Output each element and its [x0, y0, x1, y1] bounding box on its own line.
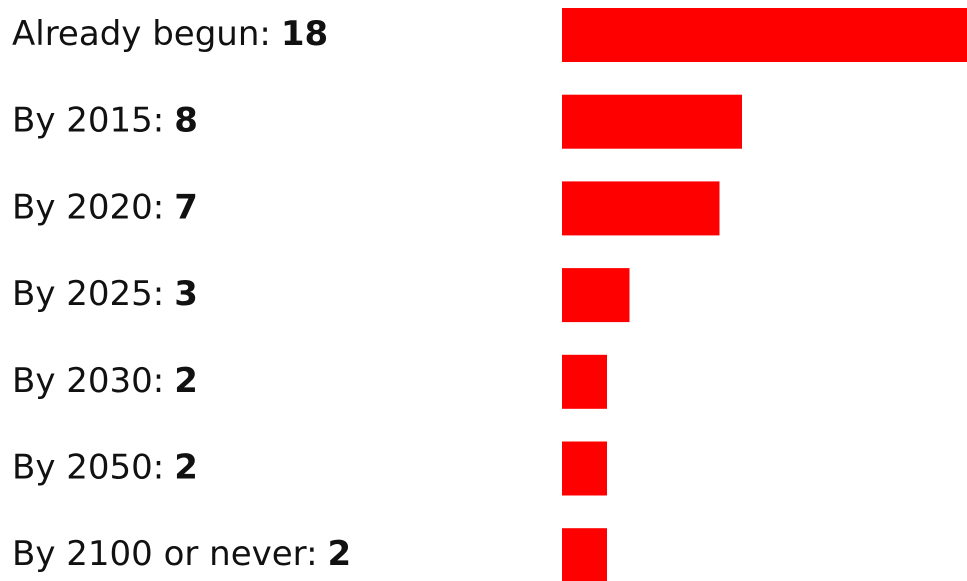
category-label: By 2030:: [12, 360, 164, 400]
bar: [562, 354, 607, 409]
row-label: By 2030: 2: [12, 360, 198, 400]
category-label: By 2050:: [12, 447, 164, 487]
value-label: 7: [174, 187, 198, 227]
value-label: 3: [174, 274, 198, 314]
bar: [562, 268, 630, 323]
value-label: 2: [328, 534, 352, 574]
category-label: By 2100 or never:: [12, 534, 318, 574]
row-label: By 2050: 2: [12, 447, 198, 487]
row-label: By 2020: 7: [12, 187, 198, 227]
value-label: 8: [174, 100, 198, 140]
row-label: By 2025: 3: [12, 274, 198, 314]
category-label: By 2025:: [12, 274, 164, 314]
value-label: 2: [174, 360, 198, 400]
category-label: Already begun:: [12, 14, 271, 54]
value-label: 18: [281, 14, 328, 54]
row-label: Already begun: 18: [12, 14, 328, 54]
row-label: By 2015: 8: [12, 100, 198, 140]
category-label: By 2020:: [12, 187, 164, 227]
bar: [562, 181, 720, 236]
category-label: By 2015:: [12, 100, 164, 140]
row-label: By 2100 or never: 2: [12, 534, 351, 574]
bar: [562, 528, 607, 581]
bar: [562, 94, 742, 149]
bar: [562, 441, 607, 496]
value-label: 2: [174, 447, 198, 487]
bar: [562, 8, 967, 62]
